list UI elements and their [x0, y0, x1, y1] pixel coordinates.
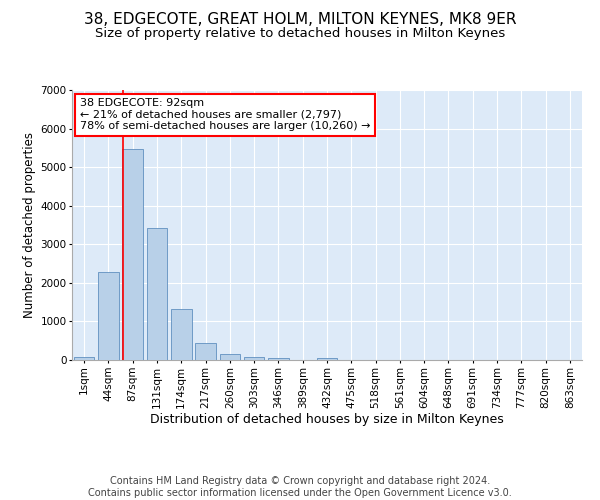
Text: Contains HM Land Registry data © Crown copyright and database right 2024.
Contai: Contains HM Land Registry data © Crown c…: [88, 476, 512, 498]
Bar: [171, 310, 191, 360]
Bar: [122, 148, 143, 360]
Bar: [146, 228, 167, 360]
Bar: [244, 356, 265, 360]
Bar: [195, 344, 216, 360]
Y-axis label: Number of detached properties: Number of detached properties: [23, 132, 36, 318]
Bar: [98, 272, 119, 360]
Bar: [268, 358, 289, 360]
Bar: [317, 358, 337, 360]
Text: 38, EDGECOTE, GREAT HOLM, MILTON KEYNES, MK8 9ER: 38, EDGECOTE, GREAT HOLM, MILTON KEYNES,…: [84, 12, 516, 28]
Bar: [220, 354, 240, 360]
X-axis label: Distribution of detached houses by size in Milton Keynes: Distribution of detached houses by size …: [150, 413, 504, 426]
Text: 38 EDGECOTE: 92sqm
← 21% of detached houses are smaller (2,797)
78% of semi-deta: 38 EDGECOTE: 92sqm ← 21% of detached hou…: [80, 98, 370, 132]
Bar: [74, 358, 94, 360]
Text: Size of property relative to detached houses in Milton Keynes: Size of property relative to detached ho…: [95, 28, 505, 40]
